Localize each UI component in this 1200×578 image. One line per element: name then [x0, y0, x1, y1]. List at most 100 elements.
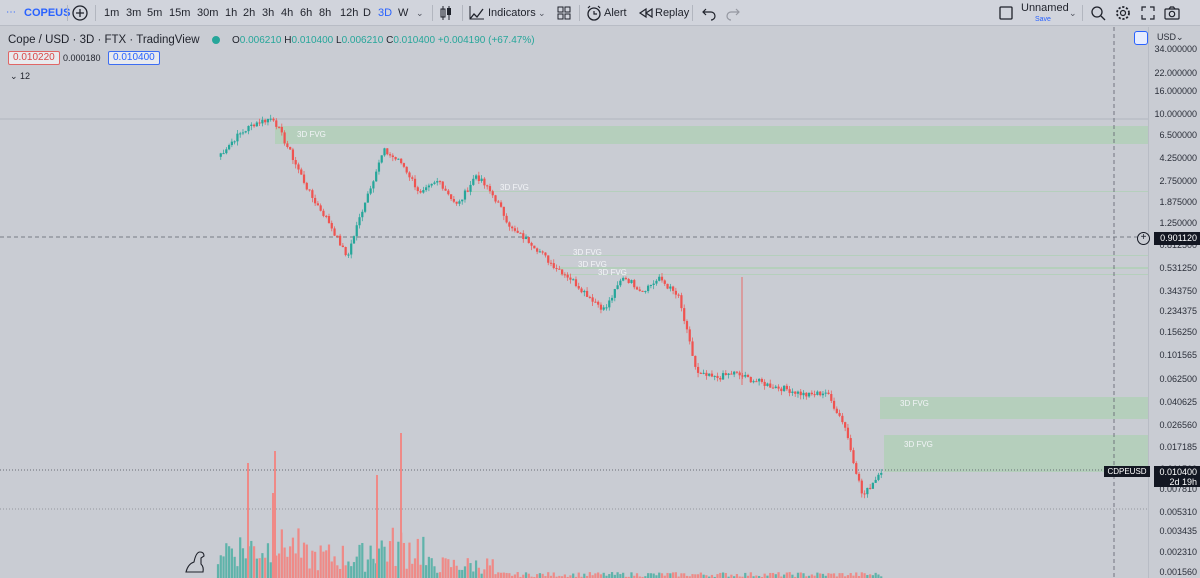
volume-bar: [655, 575, 658, 578]
camera-icon[interactable]: [1163, 4, 1181, 22]
volume-bar: [480, 573, 483, 578]
volume-bar: [599, 574, 603, 578]
indicators-collapse[interactable]: ⌄ 12: [10, 71, 31, 81]
volume-bar: [530, 576, 533, 578]
chart-pane[interactable]: [0, 27, 1148, 578]
candle-body: [444, 188, 447, 191]
candle-body: [283, 132, 286, 144]
volume-bar: [522, 574, 525, 578]
volume-bar: [688, 576, 691, 578]
fvg-zone: [560, 255, 1148, 256]
undo-icon[interactable]: [700, 4, 718, 22]
candle-body: [449, 194, 453, 200]
candle-body: [366, 193, 369, 203]
volume-bar: [513, 574, 517, 578]
candle-body: [358, 217, 361, 226]
candle-body: [333, 228, 336, 236]
candle-body: [508, 222, 511, 227]
candle-body: [402, 163, 406, 167]
sync-icon[interactable]: [1134, 31, 1148, 45]
price-tick-label: 0.017185: [1159, 442, 1197, 452]
search-icon[interactable]: [1089, 4, 1107, 22]
alert-button[interactable]: Alert: [604, 7, 627, 19]
candle-body: [869, 487, 872, 489]
candle-body: [552, 263, 555, 269]
fvg-zone-label: 3D FVG: [578, 260, 607, 269]
fvg-zone-label: 3D FVG: [598, 268, 627, 277]
candle-body: [796, 391, 800, 394]
symbol-menu-icon[interactable]: ⋯: [6, 7, 16, 18]
candle-body: [730, 373, 733, 375]
timeframe-4h-button[interactable]: 4h: [281, 7, 294, 19]
candle-body: [527, 237, 530, 243]
layout-checkbox-icon[interactable]: [997, 4, 1015, 22]
candle-body: [641, 290, 644, 292]
candle-body: [733, 371, 736, 375]
volume-bar: [463, 566, 467, 578]
layout-name[interactable]: Unnamed: [1021, 2, 1069, 14]
indicators-button[interactable]: Indicators: [488, 7, 536, 19]
volume-bar: [297, 528, 300, 578]
compare-add-icon[interactable]: [71, 4, 89, 22]
price-tick-label: 0.026560: [1159, 420, 1197, 430]
indicators-dropdown-icon[interactable]: ⌄: [538, 8, 546, 18]
sell-price-button[interactable]: 0.010220: [8, 51, 60, 65]
layout-templates-icon[interactable]: [555, 4, 573, 22]
indicators-icon[interactable]: [468, 4, 486, 22]
volume-bar: [733, 576, 736, 578]
timeframe-15m-button[interactable]: 15m: [169, 7, 191, 19]
timeframe-5m-button[interactable]: 5m: [147, 7, 163, 19]
candle-body: [755, 381, 758, 383]
timeframe-2h-button[interactable]: 2h: [243, 7, 256, 19]
volume-bar: [819, 573, 822, 578]
candle-body: [563, 274, 566, 276]
candlestick-chart[interactable]: [0, 27, 1148, 578]
axis-currency[interactable]: USD⌄: [1157, 32, 1184, 42]
volume-bar: [402, 542, 406, 578]
volume-bar: [827, 573, 830, 578]
candle-body: [230, 141, 233, 146]
timeframe-d-button[interactable]: D: [363, 7, 371, 19]
price-axis[interactable]: USD⌄ 34.000000 22.000000 16.000000 10.00000…: [1148, 27, 1200, 578]
redo-icon[interactable]: [724, 4, 742, 22]
timeframe-w-button[interactable]: W: [398, 7, 409, 19]
replay-icon[interactable]: [637, 4, 655, 22]
candle-body: [738, 372, 741, 376]
timeframe-8h-button[interactable]: 8h: [319, 7, 332, 19]
gear-icon[interactable]: [1114, 4, 1132, 22]
replay-button[interactable]: Replay: [655, 7, 690, 19]
fullscreen-icon[interactable]: [1139, 4, 1157, 22]
alert-clock-icon[interactable]: [585, 4, 603, 22]
volume-bar: [597, 572, 600, 578]
high-label: H: [284, 35, 292, 46]
price-tick-label: 1.875000: [1159, 197, 1197, 207]
timeframe-dropdown-icon[interactable]: ⌄: [416, 8, 424, 18]
layout-dropdown-icon[interactable]: ⌄: [1069, 8, 1077, 18]
chart-legend-title[interactable]: Cope / USD · 3D · FTX · TradingView: [8, 34, 200, 46]
candle-body: [802, 392, 805, 396]
visibility-toggle-icon[interactable]: [212, 36, 220, 44]
candle-type-icon[interactable]: [438, 4, 456, 22]
timeframe-12h-button[interactable]: 12h: [340, 7, 359, 19]
timeframe-1m-button[interactable]: 1m: [104, 7, 120, 19]
candle-body: [835, 408, 838, 414]
add-alert-plus-icon[interactable]: +: [1137, 232, 1150, 245]
symbol-search-button[interactable]: COPEUS: [24, 7, 71, 19]
timeframe-6h-button[interactable]: 6h: [300, 7, 313, 19]
candle-body: [624, 277, 628, 280]
candle-body: [591, 297, 594, 302]
layout-save-status[interactable]: Save: [1035, 16, 1051, 23]
price-tick-label: 0.062500: [1159, 374, 1197, 384]
timeframe-3h-button[interactable]: 3h: [262, 7, 275, 19]
timeframe-30m-button[interactable]: 30m: [197, 7, 219, 19]
timeframe-3m-button[interactable]: 3m: [126, 7, 142, 19]
timeframe-1h-button[interactable]: 1h: [225, 7, 238, 19]
volume-bar: [391, 527, 394, 578]
candle-body: [769, 383, 772, 388]
volume-bar: [225, 543, 228, 578]
buy-price-button[interactable]: 0.010400: [108, 51, 160, 65]
volume-bar: [594, 573, 597, 578]
volume-bar: [610, 572, 614, 578]
volume-bar: [483, 569, 486, 578]
timeframe-3d-button[interactable]: 3D: [378, 7, 393, 19]
